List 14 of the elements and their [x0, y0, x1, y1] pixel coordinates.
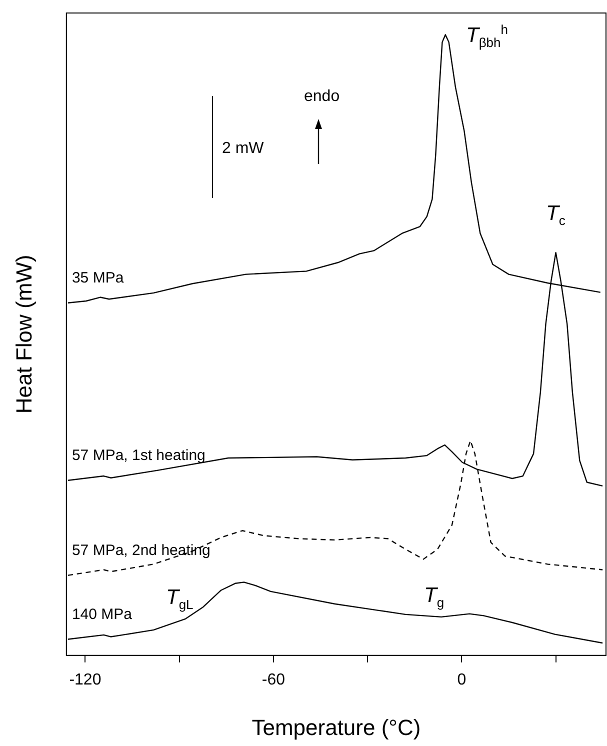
x-tick-label: 0 [457, 671, 466, 688]
series-label: 140 MPa [72, 606, 133, 623]
x-axis-title: Temperature (°C) [252, 714, 421, 740]
annotation: 2 mW [222, 140, 264, 158]
annotation: endo [304, 88, 340, 106]
y-axis-title: Heat Flow (mW) [11, 254, 36, 414]
series-label: 57 MPa, 1st heating [72, 447, 206, 464]
annotation: T$_{gL}$ [166, 586, 194, 612]
annotation: T$_{c}$ [546, 202, 566, 228]
x-tick-label: -60 [262, 671, 286, 688]
annotation: T$_{g}$ [424, 584, 444, 610]
series-label: 57 MPa, 2nd heating [72, 542, 210, 559]
x-tick-label: -120 [69, 671, 102, 688]
series-label: 35 MPa [72, 269, 124, 286]
